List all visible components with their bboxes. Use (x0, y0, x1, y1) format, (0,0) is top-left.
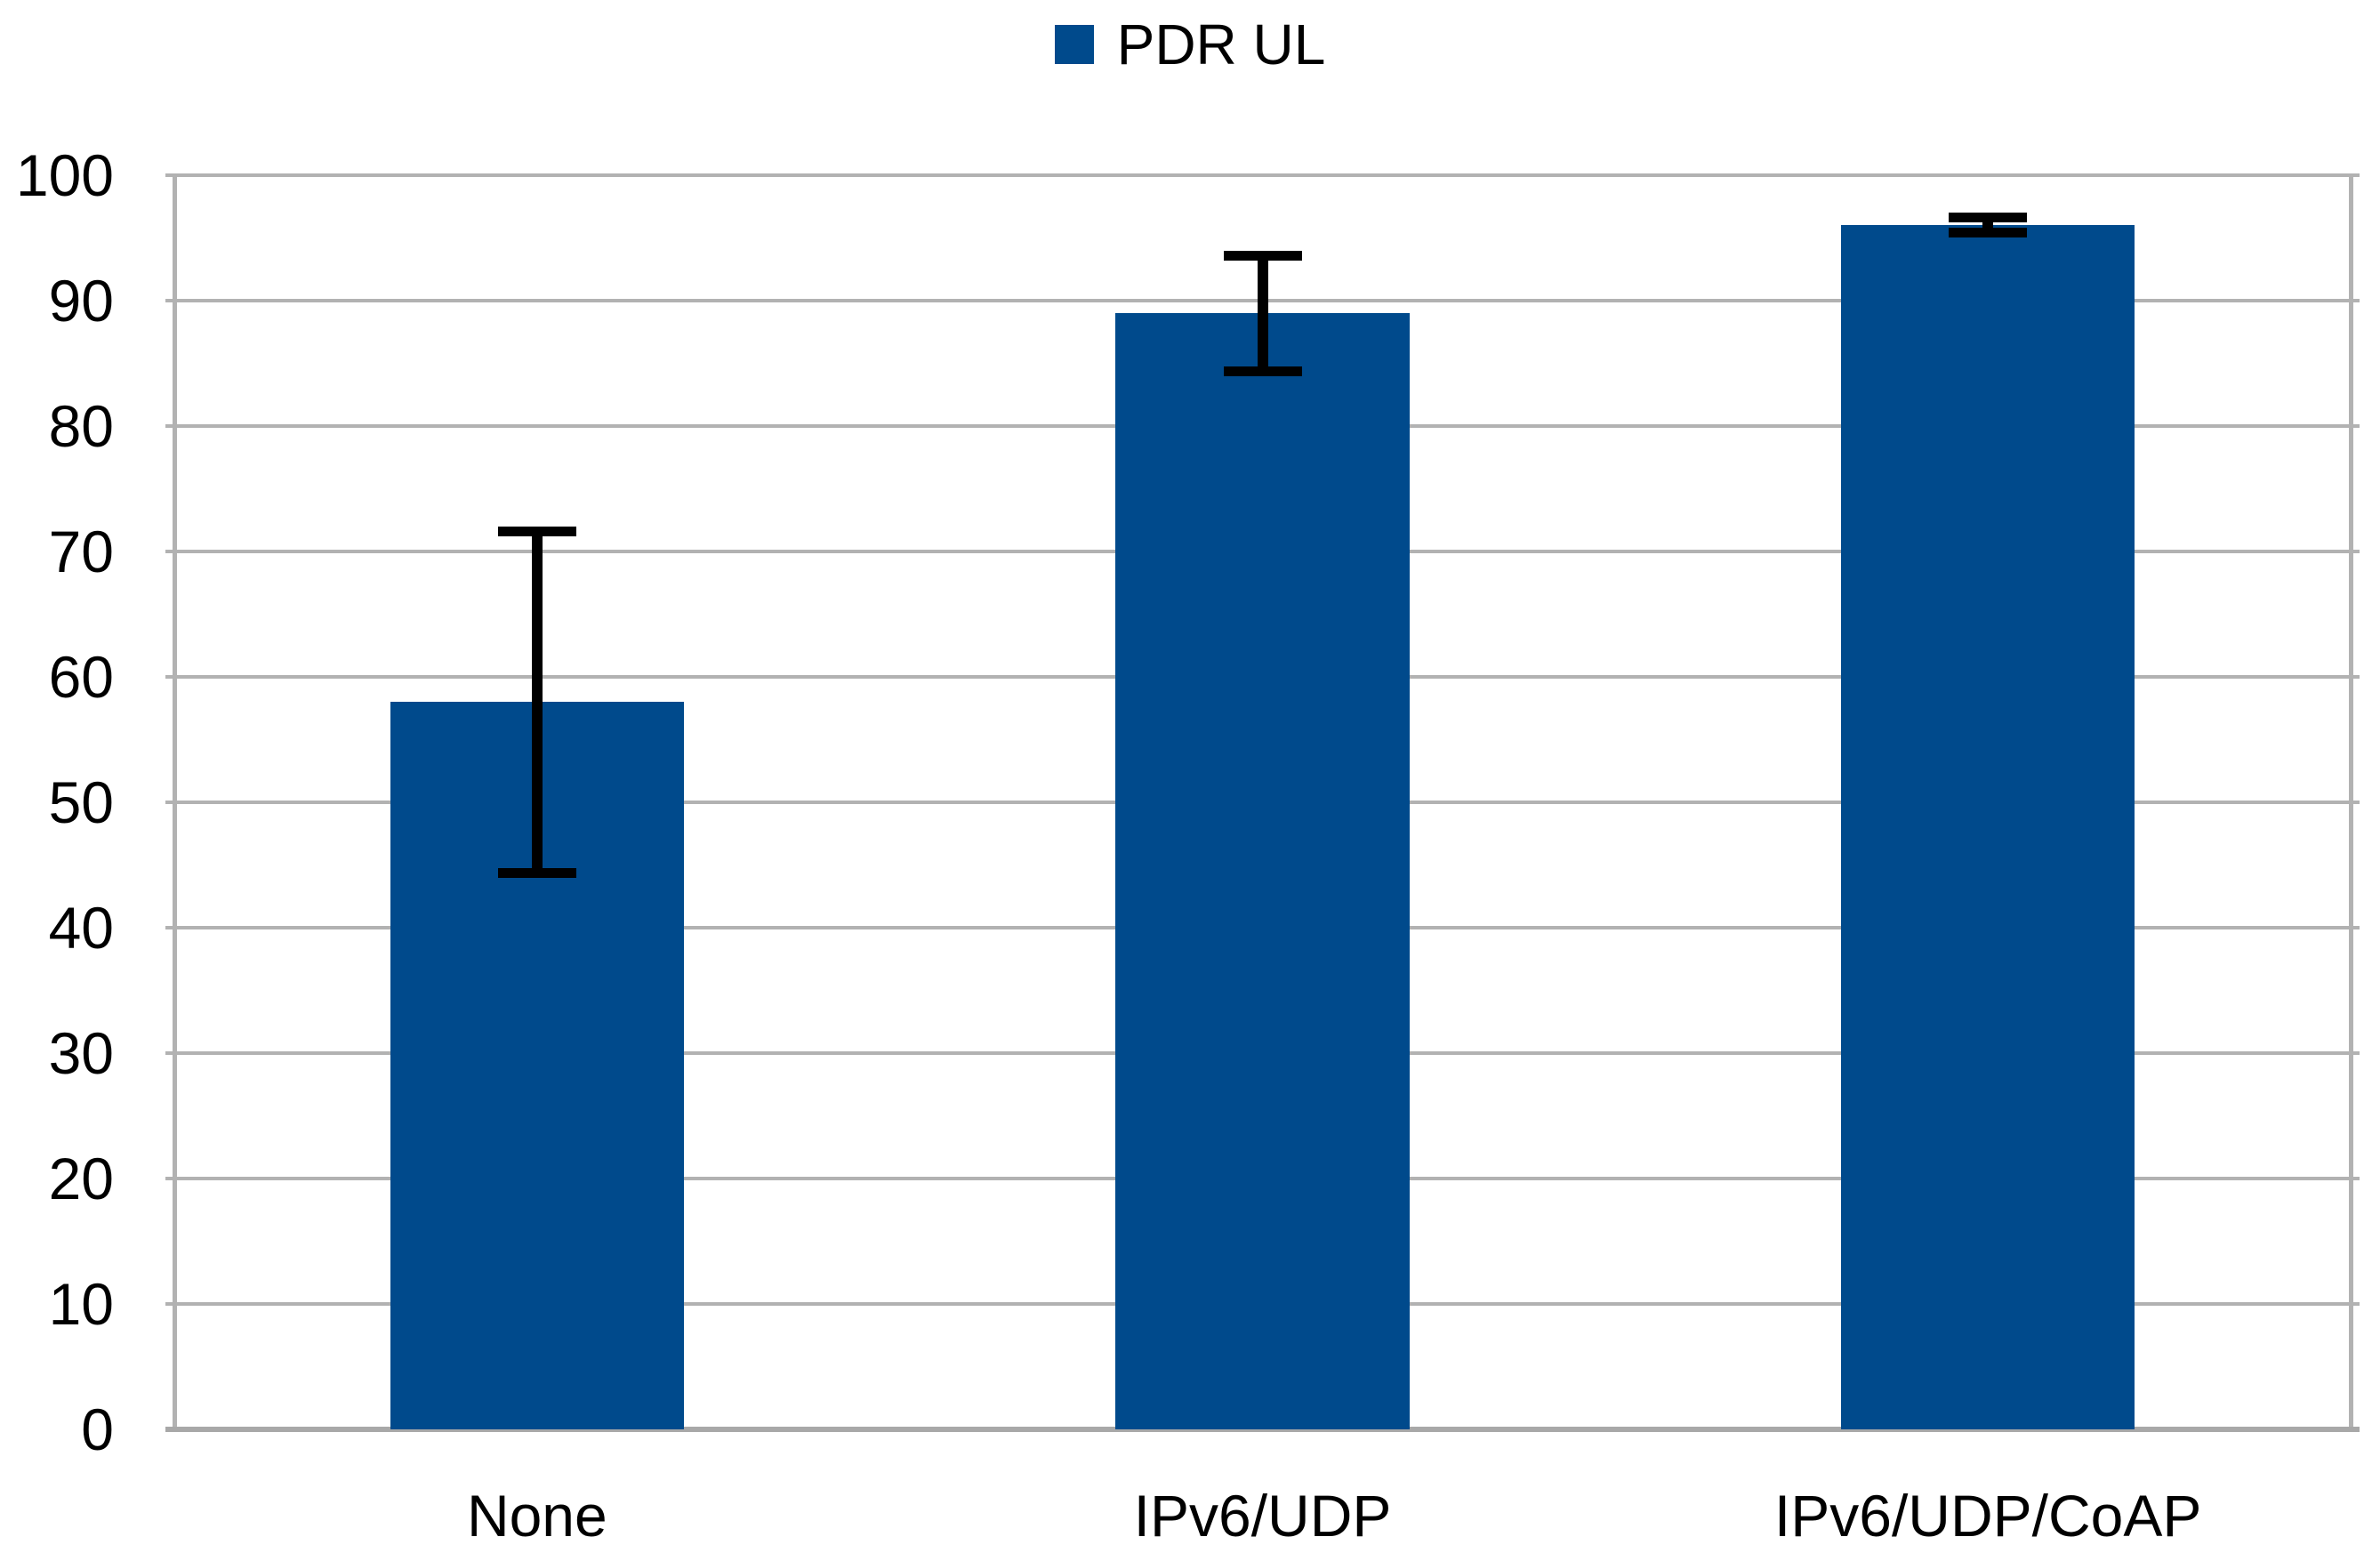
x-category-label: None (466, 1483, 607, 1549)
error-bar-cap-bottom (1223, 366, 1302, 376)
y-tick-label: 20 (48, 1146, 114, 1211)
error-bar-cap-top (497, 526, 576, 536)
legend-label: PDR UL (1116, 12, 1326, 76)
y-tick-label: 30 (48, 1020, 114, 1086)
error-bar-cap-top (1949, 213, 2028, 223)
y-tick-label: 80 (48, 393, 114, 459)
error-bar-stem (1257, 250, 1268, 376)
gridline (165, 173, 2360, 177)
y-tick-label: 50 (48, 769, 114, 835)
error-bar-cap-bottom (497, 867, 576, 878)
y-tick-label: 70 (48, 519, 114, 584)
bar-ipv6-udp (1115, 313, 1410, 1429)
x-category-label: IPv6/UDP/CoAP (1773, 1483, 2202, 1549)
bar-ipv6-udp-coap (1840, 225, 2135, 1429)
error-bar (1949, 213, 2028, 238)
error-bar (497, 526, 576, 878)
error-bar-cap-top (1223, 250, 1302, 261)
y-tick-label: 10 (48, 1271, 114, 1337)
plot-area: 0 10 20 30 40 50 60 70 80 90 100 None IPv6/UDP IPv6/U… (16, 146, 2360, 1545)
x-category-label: IPv6/UDP (1133, 1483, 1392, 1549)
error-bar (1223, 250, 1302, 376)
y-tick-label: 90 (48, 268, 114, 334)
legend-swatch-icon (1054, 25, 1094, 64)
y-tick-label: 100 (15, 142, 114, 208)
x-axis-line (165, 1427, 2360, 1432)
y-tick-label: 60 (48, 644, 114, 710)
y-tick-label: 40 (48, 895, 114, 961)
y-tick-label: 0 (81, 1396, 114, 1462)
error-bar-cap-bottom (1949, 228, 2028, 238)
legend: PDR UL (0, 16, 2380, 73)
error-bar-stem (531, 526, 543, 878)
